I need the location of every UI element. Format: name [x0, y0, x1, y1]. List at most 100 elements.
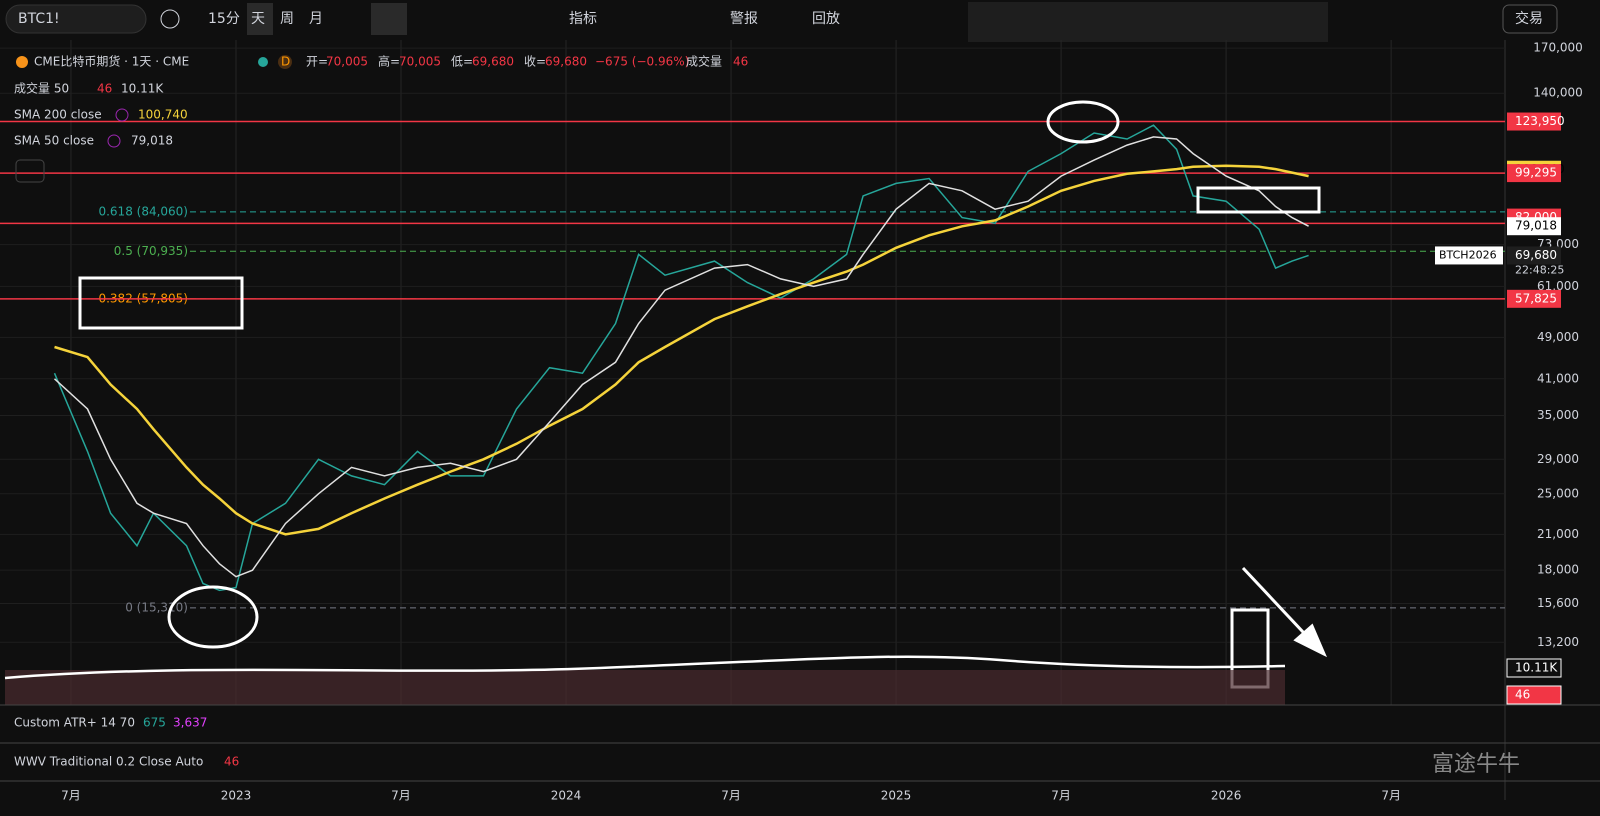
replay[interactable]: 回放 [812, 11, 840, 27]
x-tick-label: 7月 [721, 789, 741, 803]
y-tick-label: 25,000 [1537, 486, 1579, 500]
icon [115, 108, 129, 122]
alert[interactable]: 警报 [730, 11, 758, 27]
price-badge [1507, 289, 1561, 308]
fib-label: 0 (15,310) [125, 600, 188, 614]
interval[interactable]: 天 [251, 11, 265, 27]
volume-ma [4, 655, 1286, 680]
symbol-box[interactable] [5, 4, 147, 34]
series-line [53, 136, 1309, 578]
y-tick-label: 21,000 [1537, 527, 1579, 541]
badge-bg [278, 55, 292, 69]
ellipse [1046, 100, 1120, 144]
volume-value: 46 [733, 55, 748, 69]
sma50-value: 79,018 [131, 134, 173, 148]
last-tag: BTCH2026 [1439, 248, 1497, 261]
series-line [54, 164, 1309, 536]
status-dot [258, 57, 268, 67]
trade-btn[interactable] [1502, 4, 1558, 34]
interval[interactable]: 周 [280, 11, 294, 27]
symbol[interactable]: BTC1! [18, 11, 60, 27]
price-badge [1507, 112, 1561, 131]
price-badge-label: 57,825 [1515, 291, 1557, 305]
toolbar-bg [0, 0, 1600, 38]
trade[interactable]: 交易 [1515, 10, 1543, 27]
x-tick-label: 2024 [551, 789, 582, 803]
y-tick-label: 15,600 [1537, 596, 1579, 610]
box [1196, 186, 1321, 214]
interval[interactable]: 15分 [208, 11, 240, 27]
y-tick-label: 35,000 [1537, 408, 1579, 422]
price-badge-label: 79,018 [1515, 219, 1557, 233]
vol-ma-label: 成交量 50 [14, 81, 69, 96]
indicators[interactable]: 指标 [569, 11, 597, 27]
ohlc-value: 69,680 [472, 55, 514, 69]
panel-value: 675 [143, 716, 166, 730]
drawing-toolbar [968, 2, 1328, 42]
y-tick-label: 61,000 [1537, 279, 1579, 293]
price-axis-bg [1505, 40, 1600, 705]
y-tick-label: 13,200 [1537, 635, 1579, 649]
x-tick-label: 7月 [1381, 789, 1401, 803]
ohlc-label: 开= [306, 55, 328, 69]
ohlc-label: 低= [451, 55, 473, 69]
change: −675 (−0.96%) [595, 55, 689, 69]
last-tag-bg [1435, 246, 1503, 265]
badge: D [281, 55, 290, 69]
fib-label: 0.618 (84,060) [98, 204, 188, 218]
price-badge [1507, 246, 1561, 265]
sma200-label: SMA 200 close [14, 108, 102, 122]
y-tick-label: 170,000 [1533, 41, 1583, 55]
panels: Custom ATR+ 14 70 675 3,637 WWV Traditio… [0, 704, 1600, 782]
price-badge [1507, 164, 1561, 183]
icon [107, 134, 121, 148]
volume-badge-label: 10.11K [1515, 661, 1558, 675]
interval[interactable]: 月 [309, 11, 323, 27]
ohlc-label: 高= [378, 54, 400, 69]
candle-btn[interactable] [371, 3, 407, 35]
panel-label: Custom ATR+ 14 70 [14, 716, 135, 730]
panel-value: 46 [224, 755, 239, 769]
last-time: 22:48:25 [1515, 263, 1564, 276]
legend-title: CME比特币期货 · 1天 · CME [34, 54, 189, 69]
x-tick-label: 7月 [61, 789, 81, 803]
watermark: 富途牛牛 [1432, 752, 1520, 777]
ohlc-value: 70,005 [326, 55, 368, 69]
y-tick-label: 49,000 [1537, 330, 1579, 344]
ellipse [167, 585, 259, 649]
volume-badge [1506, 658, 1562, 678]
y-tick-label: 41,000 [1537, 371, 1579, 385]
volume-bars [5, 670, 1285, 705]
price-badge-label: 99,295 [1515, 166, 1557, 180]
price-badge [1507, 217, 1561, 236]
x-tick-label: 7月 [391, 789, 411, 803]
y-tick-label: 29,000 [1537, 452, 1579, 466]
volume-badge-label: 46 [1515, 688, 1530, 702]
x-tick-label: 2023 [221, 789, 252, 803]
vol-ma: 10.11K [121, 82, 164, 96]
ohlc-value: 69,680 [545, 55, 587, 69]
toolbar: BTC1! 15分 天 周 月 指标 警报 回放 交易 [0, 0, 1600, 42]
volume-area [4, 655, 1286, 705]
box [78, 276, 244, 330]
interval-active [247, 3, 273, 35]
panel-value: 3,637 [173, 716, 207, 730]
x-tick-label: 2026 [1211, 789, 1242, 803]
x-tick-label: 2025 [881, 789, 912, 803]
price-badge-label: 69,680 [1515, 248, 1557, 262]
legend: CME比特币期货 · 1天 · CME D 开= 70,005 高= 70,00… [14, 54, 748, 183]
sma200-value: 100,740 [138, 108, 188, 122]
fib-label: 0.5 (70,935) [114, 244, 188, 258]
price-badge-label: 123,950 [1515, 114, 1565, 128]
ohlc-value: 70,005 [399, 55, 441, 69]
y-tick-label: 140,000 [1533, 86, 1583, 100]
sma50-label: SMA 50 close [14, 134, 94, 148]
arrowhead [1293, 623, 1327, 658]
volume-label: 成交量 [686, 54, 722, 69]
collapse-btn[interactable] [15, 159, 45, 183]
add-icon[interactable] [160, 9, 180, 29]
panel-label: WWV Traditional 0.2 Close Auto [14, 755, 203, 769]
btc-icon [16, 56, 28, 68]
annotations [78, 100, 1327, 689]
